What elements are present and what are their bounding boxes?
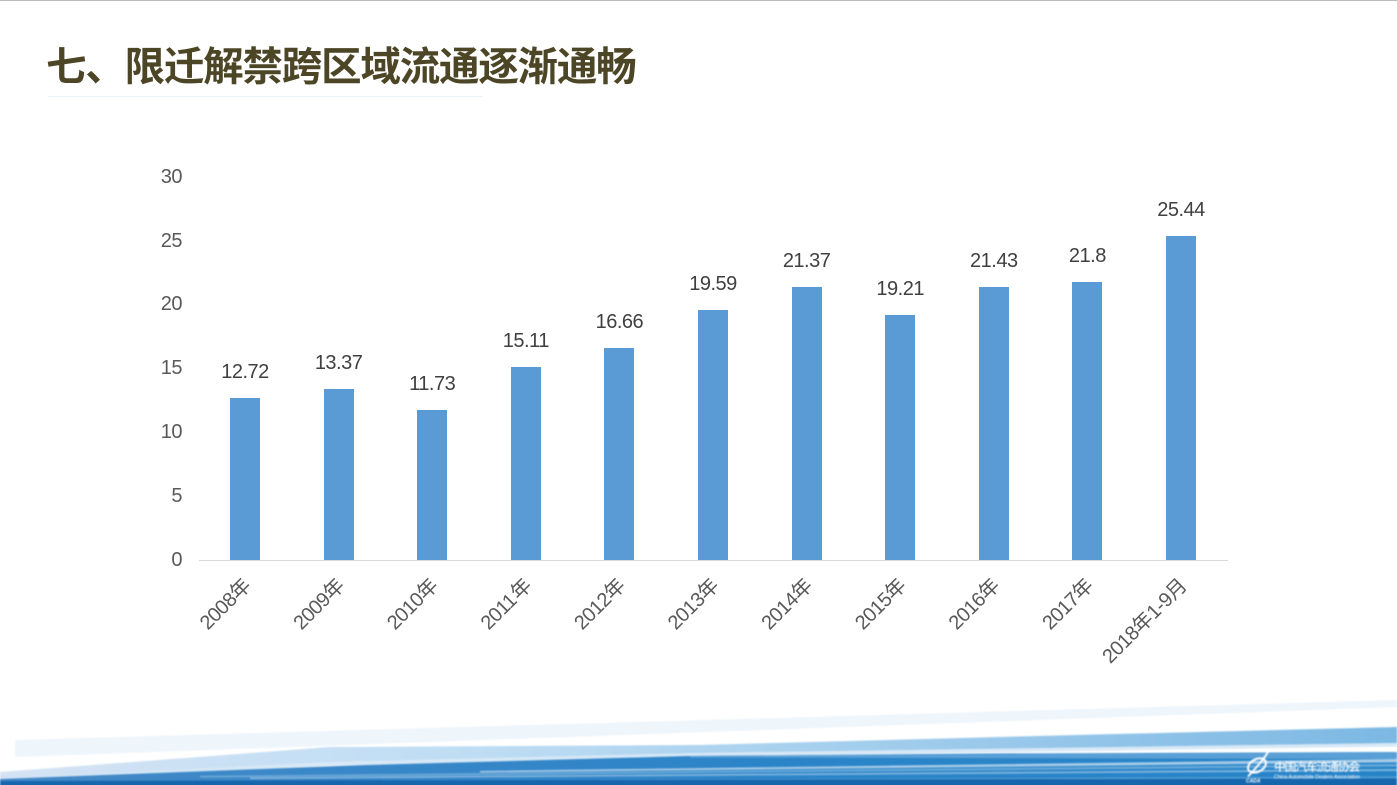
svg-text:2008: 2008 — [196, 588, 242, 634]
svg-text:2016: 2016 — [945, 588, 991, 634]
svg-text:2013: 2013 — [664, 588, 710, 634]
svg-text:2012: 2012 — [570, 588, 616, 634]
svg-text:2015: 2015 — [851, 588, 897, 634]
svg-text:2010: 2010 — [383, 588, 429, 634]
svg-text:2009: 2009 — [289, 588, 335, 634]
svg-text:2014: 2014 — [757, 588, 803, 634]
svg-text:2017: 2017 — [1038, 588, 1084, 634]
svg-text:2011: 2011 — [477, 590, 522, 635]
svg-text:China Automobile Dealers Assoc: China Automobile Dealers Association — [1274, 775, 1360, 781]
svg-text:CADA: CADA — [1246, 779, 1261, 785]
